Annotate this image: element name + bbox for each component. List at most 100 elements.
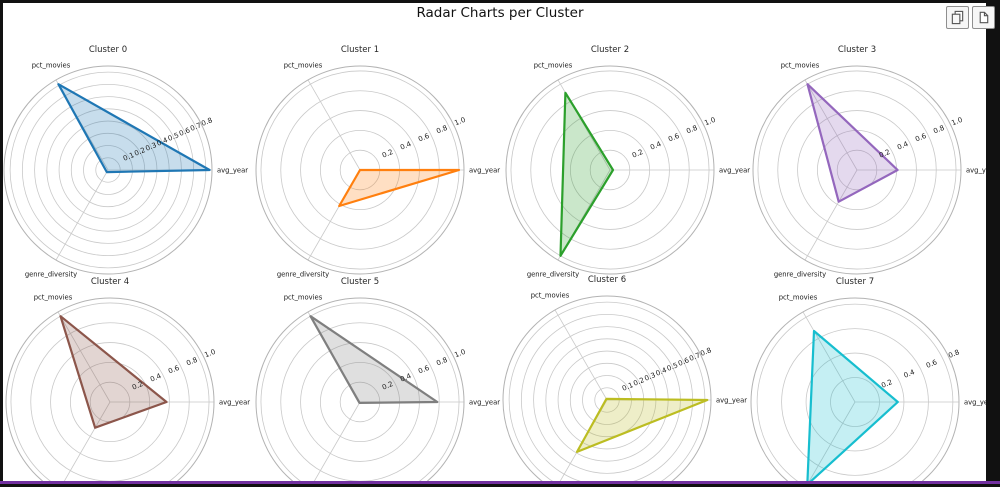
subplot-title: Cluster 4 — [91, 277, 129, 287]
radar-polygon — [806, 83, 899, 203]
radar-chart-cluster-2: 0.2 0.4 0.6 0.8 1.0 pct_movies avg_year genre_d… — [505, 45, 750, 279]
axis-label-pct_movies: pct_movies — [781, 61, 820, 69]
radar-polygon — [59, 315, 168, 429]
axis-label-pct_movies: pct_movies — [779, 293, 818, 301]
axis-label-pct_movies: pct_movies — [284, 293, 323, 301]
radial-tick-label: 0.6 — [417, 364, 431, 376]
axis-label-pct_movies: pct_movies — [34, 293, 73, 301]
axis-label-genre_diversity: genre_diversity — [25, 271, 77, 279]
radial-tick-label: 0.4 — [156, 136, 170, 148]
radial-tick-label: 0.6 — [914, 132, 928, 144]
axis-label-avg_year: avg_year — [964, 399, 995, 407]
radial-tick-label: 0.2 — [878, 148, 891, 160]
axis-label-pct_movies: pct_movies — [32, 61, 71, 69]
copy-icon — [951, 10, 964, 25]
axis-label-avg_year: avg_year — [219, 399, 250, 407]
axis-label-genre_diversity: genre_diversity — [527, 271, 579, 279]
radial-tick-label: 1.0 — [453, 348, 466, 360]
copy-button[interactable] — [946, 6, 969, 29]
radial-tick-label: 1.0 — [950, 116, 963, 128]
radial-tick-label: 0.3 — [643, 371, 656, 383]
subplot-title: Cluster 6 — [588, 275, 626, 285]
radial-tick-label: 0.2 — [381, 380, 394, 392]
axis-label-pct_movies: pct_movies — [284, 61, 323, 69]
save-icon — [979, 11, 989, 24]
radial-tick-label: 0.5 — [666, 361, 679, 373]
axis-label-avg_year: avg_year — [217, 167, 248, 175]
radial-tick-label: 0.4 — [149, 372, 163, 384]
radial-tick-label: 1.0 — [703, 116, 716, 128]
radial-tick-label: 0.1 — [621, 381, 634, 393]
radial-tick-label: 0.4 — [649, 140, 663, 152]
subplot-title: Cluster 0 — [89, 45, 127, 55]
subplot-title: Cluster 3 — [838, 45, 876, 55]
window-border-right — [986, 0, 1000, 487]
radial-tick-label: 0.8 — [947, 348, 960, 360]
radar-chart-cluster-5: 0.20.40.60.81.0pct_moviesavg_yeargenre_d… — [255, 277, 500, 487]
radial-tick-label: 0.4 — [399, 140, 413, 152]
radial-tick-label: 0.4 — [896, 140, 910, 152]
panel-divider — [0, 481, 1000, 484]
axis-label-genre_diversity: genre_diversity — [277, 271, 329, 279]
radial-tick-label: 0.2 — [381, 148, 394, 160]
radial-tick-label: 0.8 — [185, 356, 198, 368]
radar-polygon — [575, 397, 709, 453]
radial-tick-label: 0.6 — [417, 132, 431, 144]
radial-tick-label: 0.2 — [631, 148, 644, 160]
radial-tick-label: 0.6 — [667, 132, 681, 144]
axis-label-pct_movies: pct_movies — [534, 61, 573, 69]
window-border-bottom — [0, 484, 1000, 487]
radar-chart-cluster-3: 0.2 0.4 0.6 0.8 1.0 pct_movies avg_year genre_d… — [752, 45, 997, 279]
radial-tick-label: 0.8 — [435, 124, 448, 136]
radial-tick-label: 1.0 — [203, 348, 216, 360]
radar-polygon — [57, 83, 211, 174]
radar-chart-cluster-4: 0.20.40.60.81.0pct_moviesavg_yeargenre_d… — [5, 277, 250, 487]
radial-tick-label: 0.8 — [699, 346, 712, 358]
radial-tick-label: 0.7 — [688, 351, 701, 363]
window-border-top — [0, 0, 1000, 3]
radial-tick-label: 0.8 — [685, 124, 698, 136]
save-button[interactable] — [972, 6, 995, 29]
axis-label-avg_year: avg_year — [469, 167, 500, 175]
window-border-left — [0, 0, 3, 487]
radial-tick-label: 0.2 — [131, 380, 144, 392]
figure-title: Radar Charts per Cluster — [416, 5, 584, 21]
radial-tick-label: 0.8 — [435, 356, 448, 368]
axis-label-genre_diversity: genre_diversity — [774, 271, 826, 279]
radial-tick-label: 0.4 — [655, 366, 669, 378]
radar-chart-cluster-1: 0.2 0.4 0.6 0.8 1.0 pct_movies avg_year genre_d… — [255, 45, 500, 279]
radial-tick-label: 1.0 — [453, 116, 466, 128]
subplot-title: Cluster 2 — [591, 45, 629, 55]
radial-tick-label: 0.8 — [932, 124, 945, 136]
radar-chart-cluster-6: 0.10.20.30.40.50.60.70.8 pct_movies avg_ye… — [502, 275, 747, 487]
radial-tick-label: 0.2 — [880, 378, 893, 390]
axis-label-avg_year: avg_year — [469, 399, 500, 407]
radial-tick-label: 0.4 — [903, 368, 917, 380]
radar-polygon — [559, 91, 615, 257]
radial-tick-label: 0.3 — [144, 141, 157, 153]
radial-tick-label: 0.6 — [677, 356, 691, 368]
subplot-title: Cluster 7 — [836, 277, 874, 287]
axis-label-pct_movies: pct_movies — [531, 291, 570, 299]
axis-label-avg_year: avg_year — [716, 397, 747, 405]
radial-tick-label: 0.6 — [925, 358, 939, 370]
radar-chart-cluster-7: 0.20.40.60.8pct_moviesavg_yeargenre_dive… — [750, 277, 995, 487]
radar-chart-cluster-0: 0.10.20.30.40.50.60.70.8 pct_movies avg_ye… — [3, 45, 248, 279]
radial-tick-label: 0.7 — [189, 121, 202, 133]
radar-polygon — [806, 329, 899, 486]
radial-tick-label: 0.2 — [632, 376, 645, 388]
radial-tick-label: 0.1 — [122, 151, 135, 163]
subplot-title: Cluster 1 — [341, 45, 379, 55]
axis-label-avg_year: avg_year — [966, 167, 997, 175]
axis-label-avg_year: avg_year — [719, 167, 750, 175]
radial-tick-label: 0.6 — [167, 364, 181, 376]
radial-tick-label: 0.2 — [133, 146, 146, 158]
radial-tick-label: 0.4 — [399, 372, 413, 384]
radar-polygon — [338, 168, 461, 208]
radial-tick-label: 0.5 — [167, 131, 180, 143]
radar-polygon — [309, 315, 439, 404]
radial-tick-label: 0.6 — [178, 126, 192, 138]
radial-tick-label: 0.8 — [200, 116, 213, 128]
